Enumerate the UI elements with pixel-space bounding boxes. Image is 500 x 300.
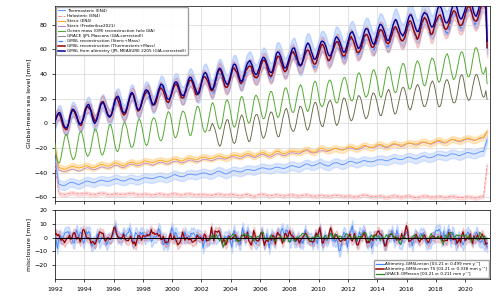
- Legend: Altimetry-GMSLrecon [03-21 σ: 0.499 mm y⁻¹], Altimetry-GMSLrecon TS [03-21 σ: 0.: Altimetry-GMSLrecon [03-21 σ: 0.499 mm y…: [374, 260, 489, 278]
- Y-axis label: misclosure [mm]: misclosure [mm]: [26, 218, 32, 271]
- Legend: Thermosteric (EN4), Halosteric (EN4), Steric (EN4), Steric (Frederikse2021), Oce: Thermosteric (EN4), Halosteric (EN4), St…: [56, 7, 188, 55]
- Y-axis label: Global-mean sea level [mm]: Global-mean sea level [mm]: [26, 59, 32, 148]
